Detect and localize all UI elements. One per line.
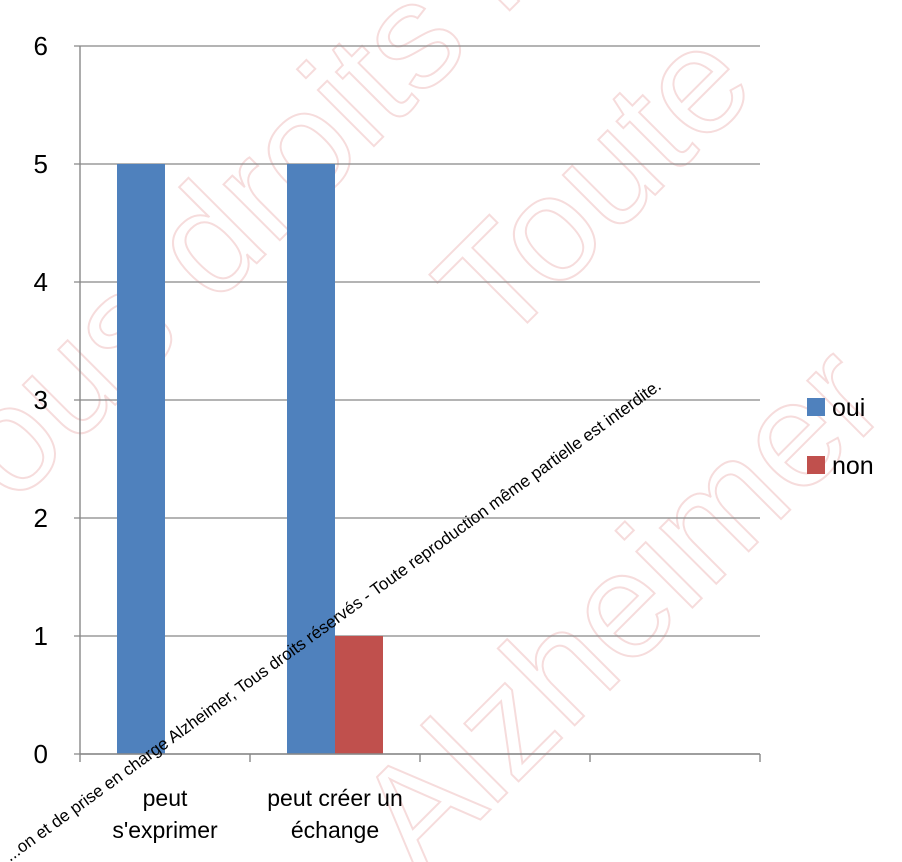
y-tick-label: 2	[34, 503, 48, 533]
y-tick-label: 1	[34, 621, 48, 651]
y-tick-label: 6	[34, 31, 48, 61]
y-tick-label: 0	[34, 739, 48, 769]
legend: oui non	[807, 394, 874, 480]
x-category-labels: peut s'exprimer peut créer un échange	[112, 785, 402, 843]
bar-oui	[117, 164, 165, 754]
legend-swatch-non	[807, 456, 825, 474]
x-category-label: peut	[143, 785, 188, 811]
y-tick-label: 4	[34, 267, 48, 297]
bar-oui	[287, 164, 335, 754]
axes	[79, 46, 761, 762]
bars	[117, 164, 383, 754]
x-category-label: s'exprimer	[112, 817, 218, 843]
y-tick-labels: 0 1 2 3 4 5 6	[34, 31, 48, 769]
legend-label-oui: oui	[832, 394, 865, 422]
y-tick-label: 3	[34, 385, 48, 415]
legend-swatch-oui	[807, 398, 825, 416]
background-watermark-word: Alzheimer	[324, 312, 902, 862]
bar-non	[335, 636, 383, 754]
legend-label-non: non	[832, 452, 874, 480]
x-category-label: peut créer un	[267, 785, 403, 811]
x-category-label: échange	[291, 817, 379, 843]
y-tick-label: 5	[34, 149, 48, 179]
